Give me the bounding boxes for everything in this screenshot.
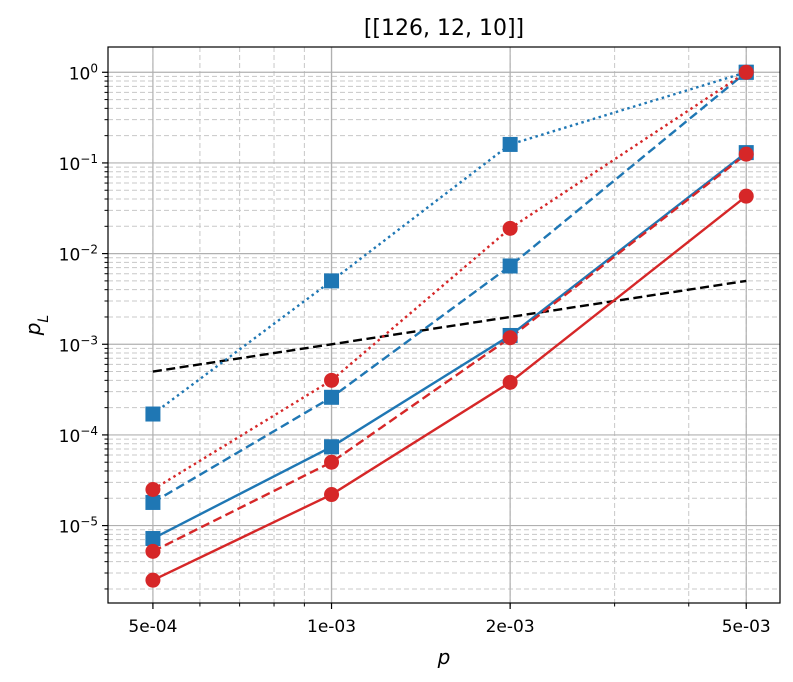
series-2-marker — [502, 136, 518, 152]
series-7-marker — [502, 374, 518, 390]
series-6-marker — [738, 146, 754, 162]
series-3-marker — [502, 258, 518, 274]
series-line-2 — [152, 71, 747, 415]
series-6-marker — [502, 330, 518, 346]
y-tick-label: 100 — [69, 61, 98, 84]
x-tick-label: 5e-03 — [722, 617, 771, 637]
plot-frame — [107, 46, 781, 604]
x-tick-label: 1e-03 — [307, 617, 356, 637]
x-tick-label: 5e-04 — [128, 617, 177, 637]
series-3-marker — [145, 494, 161, 510]
series-7-marker — [145, 572, 161, 588]
series-2-marker — [324, 273, 340, 289]
series-7-marker — [324, 487, 340, 503]
series-line-4 — [152, 151, 747, 540]
y-tick-label: 10−2 — [59, 243, 98, 266]
series-4-marker — [324, 439, 340, 455]
y-tick-label: 10−1 — [59, 152, 98, 175]
y-tick-label: 10−4 — [59, 424, 98, 447]
series-7-marker — [738, 188, 754, 204]
series-5-marker — [738, 64, 754, 80]
y-tick-label: 10−5 — [59, 515, 98, 538]
series-5-marker — [145, 482, 161, 498]
y-axis-label: pL — [21, 315, 52, 337]
series-3-marker — [324, 389, 340, 405]
series-layer — [145, 64, 754, 588]
series-5-marker — [502, 220, 518, 236]
major-gridlines — [108, 47, 780, 603]
series-5-marker — [324, 372, 340, 388]
axis-ticks: 5e-04 1e-03 2e-03 5e-03 10−5 10−4 10−3 10−2 10−1… — [59, 61, 771, 637]
series-6-marker — [145, 543, 161, 559]
series-line-7 — [152, 195, 747, 582]
chart-title: [[126, 12, 10]] — [364, 16, 524, 41]
series-line-6 — [152, 153, 747, 553]
series-line-5 — [152, 71, 747, 491]
series-line-3 — [152, 71, 748, 504]
series-6-marker — [324, 454, 340, 470]
y-tick-label: 10−3 — [59, 333, 98, 356]
series-2-marker — [145, 406, 161, 422]
series-line-1 — [152, 279, 747, 373]
x-axis-label: p — [437, 645, 451, 669]
x-tick-label: 2e-03 — [486, 617, 535, 637]
series-4-marker — [145, 531, 161, 547]
minor-gridlines — [108, 47, 780, 603]
